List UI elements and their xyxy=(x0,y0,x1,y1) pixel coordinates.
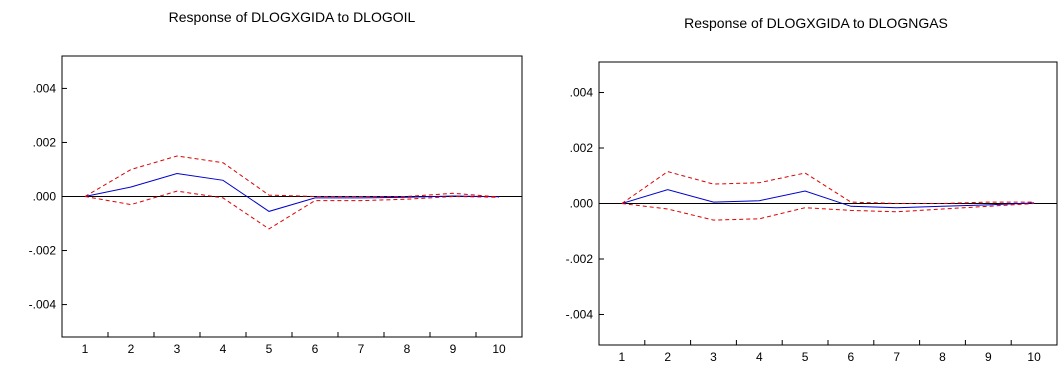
y-tick-label: .002 xyxy=(570,141,594,155)
x-tick-label: 9 xyxy=(450,342,457,356)
x-tick-label: 4 xyxy=(220,342,227,356)
x-tick-label: 6 xyxy=(848,350,855,364)
x-tick-label: 2 xyxy=(664,350,671,364)
x-tick-label: 3 xyxy=(174,342,181,356)
response-line xyxy=(84,172,500,212)
x-tick-label: 5 xyxy=(802,350,809,364)
y-tick-label: .000 xyxy=(33,190,57,204)
axis-ticks-left: 1 2 3 4 5 6 7 8 9 10 .004 .002 .000 -.002 -.004 xyxy=(29,81,523,356)
response-line xyxy=(621,189,1035,209)
x-tick-label: 6 xyxy=(312,342,319,356)
x-tick-label: 7 xyxy=(358,342,365,356)
upper-band-line xyxy=(621,171,1035,204)
x-tick-label: 8 xyxy=(939,350,946,364)
axis-ticks-right: 1 2 3 4 5 6 7 8 9 10 .004 .002 .000 -.002 -.004 xyxy=(566,86,1058,364)
lower-band-line xyxy=(84,190,500,230)
series-left xyxy=(62,155,522,230)
x-tick-label: 1 xyxy=(619,350,626,364)
y-tick-label: .000 xyxy=(570,197,594,211)
chart-title-right: Response of DLOGXGIDA to DLOGNGAS xyxy=(684,15,948,31)
chart-right: Response of DLOGXGIDA to DLOGNGAS 1 2 3 4 5 6… xyxy=(566,15,1058,364)
y-tick-label: -.004 xyxy=(29,298,57,312)
upper-band-line xyxy=(84,155,500,198)
series-right xyxy=(599,171,1057,221)
chart-title-left: Response of DLOGXGIDA to DLOGOIL xyxy=(169,9,416,25)
y-tick-label: -.004 xyxy=(566,307,594,321)
x-tick-label: 5 xyxy=(266,342,273,356)
x-tick-label: 4 xyxy=(756,350,763,364)
x-tick-label: 2 xyxy=(128,342,135,356)
x-tick-label: 3 xyxy=(710,350,717,364)
y-tick-label: .004 xyxy=(33,81,57,95)
x-tick-label: 8 xyxy=(404,342,411,356)
x-tick-label: 1 xyxy=(82,342,89,356)
x-tick-label: 10 xyxy=(492,342,506,356)
y-tick-label: -.002 xyxy=(29,244,57,258)
y-tick-label: .004 xyxy=(570,86,594,100)
chart-left: Response of DLOGXGIDA to DLOGOIL 1 2 3 4 5 6 7… xyxy=(29,9,523,356)
y-tick-label: .002 xyxy=(33,135,57,149)
x-tick-label: 7 xyxy=(893,350,900,364)
y-tick-label: -.002 xyxy=(566,252,594,266)
x-tick-label: 10 xyxy=(1027,350,1041,364)
x-tick-label: 9 xyxy=(985,350,992,364)
lower-band-line xyxy=(621,203,1035,221)
